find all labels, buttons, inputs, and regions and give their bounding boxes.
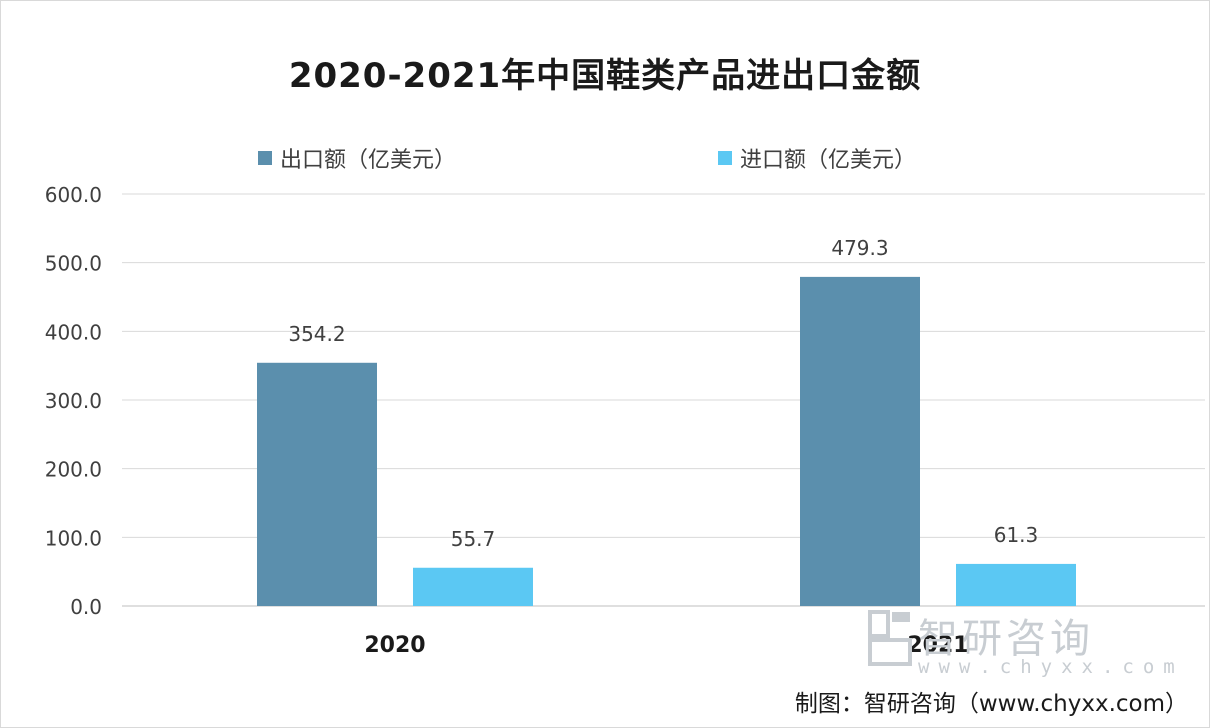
source-credit: 制图：智研咨询（www.chyxx.com）: [794, 691, 1188, 717]
chart-title: 2020-2021年中国鞋类产品进出口金额: [288, 56, 922, 96]
legend: 出口额（亿美元） 进口额（亿美元）: [0, 140, 1210, 176]
data-label: 354.2: [288, 322, 345, 346]
data-label: 61.3: [994, 523, 1039, 547]
legend-swatch-import: [718, 151, 732, 165]
legend-label-export: 出口额（亿美元）: [280, 148, 457, 173]
bar: [800, 276, 920, 606]
x-tick-label: 2020: [364, 633, 425, 658]
y-tick-label: 600.0: [45, 183, 102, 207]
data-label: 55.7: [451, 527, 496, 551]
legend-swatch-export: [258, 151, 272, 165]
y-tick-label: 200.0: [45, 458, 102, 482]
legend-item-export: 出口额（亿美元）: [258, 140, 456, 176]
y-tick-label: 300.0: [45, 389, 102, 413]
y-tick-label: 100.0: [45, 526, 102, 550]
y-tick-label: 0.0: [70, 595, 102, 619]
x-tick-label: 2021: [907, 633, 968, 658]
data-label: 479.3: [831, 236, 888, 260]
y-tick-label: 400.0: [45, 320, 102, 344]
bar: [413, 567, 533, 606]
bar: [257, 362, 377, 606]
bar: [956, 563, 1076, 606]
legend-item-import: 进口额（亿美元）: [718, 140, 916, 176]
y-tick-label: 500.0: [45, 252, 102, 276]
legend-label-import: 进口额（亿美元）: [740, 148, 917, 173]
